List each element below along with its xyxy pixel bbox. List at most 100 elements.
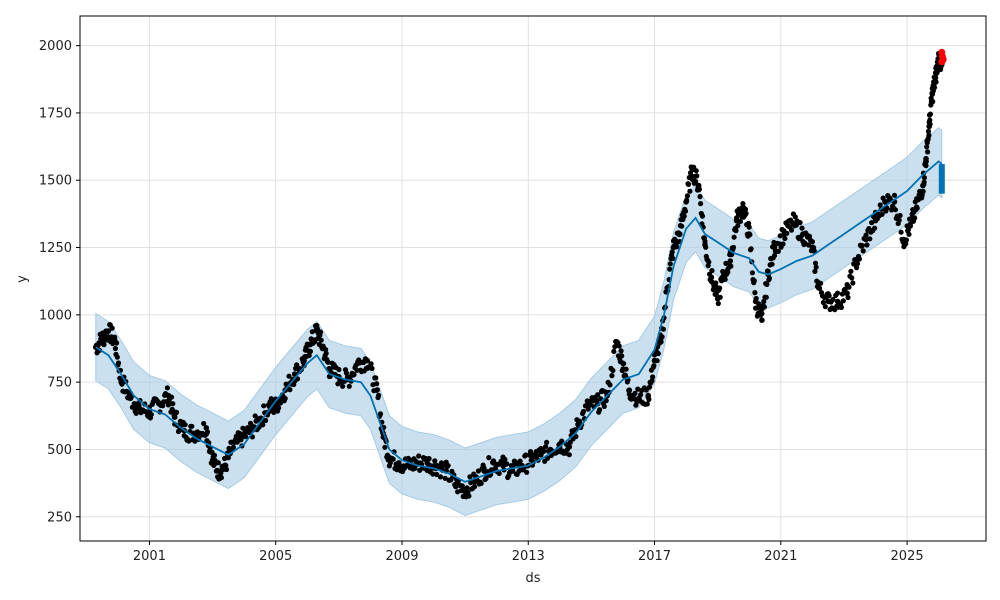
observed-point: [728, 263, 734, 269]
observed-point: [502, 456, 508, 463]
forecast-line-group: [95, 160, 943, 483]
observed-point: [809, 244, 816, 251]
observed-point: [263, 417, 269, 424]
observed-point: [699, 213, 706, 219]
actual-future-point: [938, 48, 946, 56]
observed-point: [216, 468, 222, 474]
observed-point: [576, 419, 582, 426]
observed-point: [176, 427, 182, 433]
observed-point: [695, 182, 702, 189]
observed-point: [452, 481, 459, 488]
observed-point: [355, 360, 361, 367]
observed-point: [174, 409, 180, 415]
observed-point: [368, 361, 374, 367]
observed-point: [797, 220, 803, 226]
y-tick-label: 750: [47, 376, 72, 391]
observed-point: [340, 383, 346, 389]
observed-point: [735, 223, 741, 229]
observed-point: [920, 188, 926, 194]
observed-point: [669, 249, 675, 255]
observed-point: [566, 444, 573, 450]
observed-point: [325, 359, 331, 365]
observed-point: [681, 213, 687, 219]
observed-point: [759, 317, 765, 324]
future-forecast-bar: [938, 164, 945, 194]
observed-point: [287, 387, 293, 393]
observed-point: [933, 79, 939, 85]
observed-point: [743, 210, 749, 217]
observed-point: [336, 366, 342, 373]
observed-point: [860, 248, 866, 254]
observed-point: [748, 246, 754, 252]
observed-point: [369, 365, 375, 371]
observed-point: [686, 181, 692, 187]
observed-point: [761, 304, 768, 310]
observed-point: [835, 290, 841, 296]
observed-point: [323, 350, 329, 356]
observed-point: [670, 244, 677, 251]
observed-point: [434, 471, 440, 478]
observed-point: [721, 271, 727, 278]
observed-point: [376, 392, 382, 398]
observed-point: [782, 235, 788, 242]
observed-point: [547, 446, 554, 453]
x-tick-label: 2025: [891, 549, 924, 564]
observed-point: [314, 328, 320, 334]
observed-point: [859, 243, 865, 249]
observed-point: [740, 204, 746, 210]
observed-point: [595, 392, 601, 398]
observed-point: [486, 455, 492, 461]
observed-point: [846, 284, 852, 290]
observed-point: [171, 414, 178, 421]
observed-point: [566, 452, 572, 458]
observed-point: [99, 336, 105, 342]
observed-point: [636, 395, 642, 402]
observed-point: [715, 300, 721, 307]
observed-point: [346, 383, 352, 389]
observed-point: [610, 367, 616, 374]
observed-point: [746, 231, 752, 237]
observed-point: [377, 411, 384, 417]
observed-point: [354, 367, 360, 373]
observed-point: [877, 202, 883, 208]
observed-point: [500, 462, 506, 469]
observed-point: [373, 375, 379, 381]
observed-point: [892, 207, 899, 213]
observed-point: [437, 474, 444, 480]
observed-point: [459, 483, 465, 489]
observed-point: [709, 268, 715, 274]
observed-point: [481, 468, 487, 474]
observed-point: [898, 229, 904, 235]
observed-point: [618, 348, 624, 354]
observed-point: [897, 212, 903, 219]
observed-point: [815, 285, 822, 291]
observed-point: [907, 223, 913, 229]
observed-point: [601, 403, 607, 409]
observed-point: [567, 439, 573, 445]
observed-point: [727, 258, 734, 264]
observed-point: [243, 434, 249, 440]
observed-point: [613, 339, 620, 345]
observed-point: [818, 280, 824, 286]
observed-point: [822, 304, 828, 310]
observed-point: [792, 214, 798, 220]
observed-point: [788, 227, 795, 233]
observed-point: [854, 265, 860, 271]
observed-point: [466, 493, 472, 499]
observed-point: [826, 293, 832, 299]
observed-point: [650, 374, 656, 380]
observed-point: [218, 475, 224, 481]
observed-point: [708, 274, 715, 281]
observed-point: [619, 353, 625, 359]
observed-point: [925, 128, 932, 134]
observed-point: [238, 435, 244, 442]
observed-point: [844, 290, 850, 297]
observed-point: [509, 468, 516, 474]
observed-point: [164, 385, 170, 391]
observed-point: [927, 111, 934, 117]
observed-point: [830, 296, 836, 303]
observed-point: [848, 268, 854, 274]
plot-frame: [79, 15, 987, 542]
observed-point: [225, 455, 231, 461]
